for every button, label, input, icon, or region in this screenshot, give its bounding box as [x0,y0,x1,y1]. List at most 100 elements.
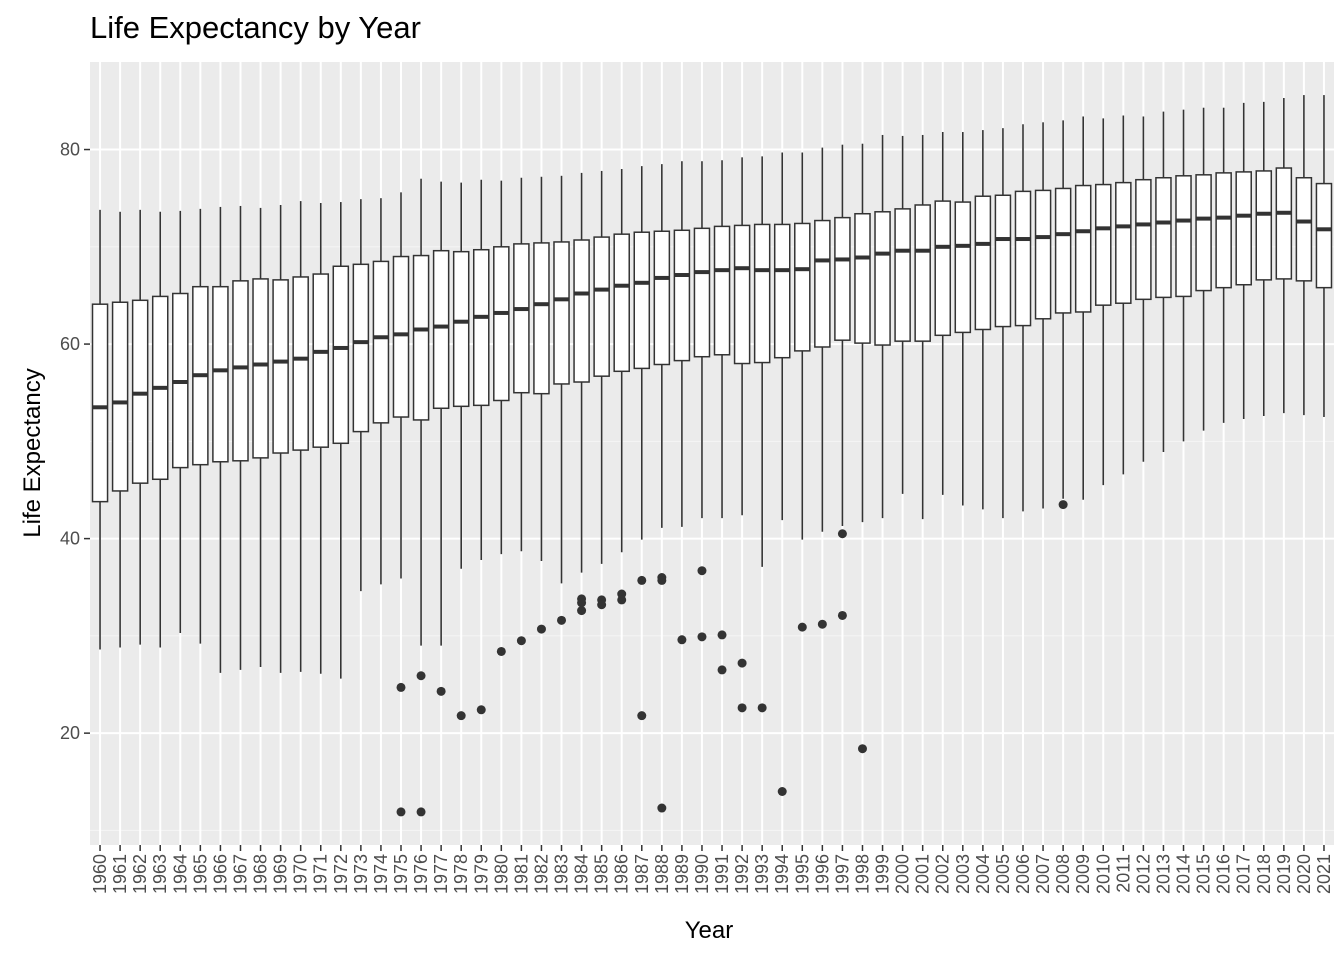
box-2021 [1315,95,1333,418]
box-body [432,249,450,410]
x-tick-label: 1961 [110,854,130,894]
box-body [794,222,811,352]
box-body [613,233,630,373]
box-body [272,279,289,454]
box-body [713,225,731,356]
outlier-point [496,646,506,656]
outlier-point [577,606,587,616]
box-2013 [1155,111,1172,453]
outlier-point [557,615,567,625]
x-tick-label: 1975 [391,854,411,894]
outlier-point [1058,500,1068,510]
box-2011 [1115,115,1132,475]
box-1973 [352,199,370,592]
x-tick-label: 2003 [953,854,973,894]
box-body [593,236,610,377]
box-body [1074,184,1092,313]
box-body [1155,176,1172,299]
box-body [693,227,711,358]
x-tick-label: 2008 [1053,854,1073,894]
x-tick-label: 1981 [511,854,531,894]
box-1979 [472,179,490,561]
x-tick-label: 2014 [1174,854,1194,894]
x-tick-label: 1993 [752,854,772,894]
box-body [1315,182,1333,289]
box-body [252,278,269,459]
box-body [1275,167,1293,280]
x-tick-label: 1998 [852,854,872,894]
box-body [894,208,911,342]
box-body [472,248,490,407]
box-1965 [192,208,209,644]
outliers [396,500,1068,817]
outlier-point [717,665,727,675]
box-1983 [553,175,570,584]
y-tick-label: 80 [60,140,80,160]
box-1987 [633,166,651,540]
box-1997 [834,144,851,526]
box-1990 [693,161,711,519]
x-axis: 1960 1961 1962 1963 1964 1965 1966 1967 1968 1969… [90,845,1334,894]
box-1961 [111,211,129,648]
box-1982 [533,176,550,561]
outlier-point [396,807,406,817]
x-tick-label: 2005 [993,854,1013,894]
box-body [954,201,972,334]
outlier-point [637,711,647,721]
x-tick-label: 1992 [732,854,752,894]
box-2003 [954,132,972,506]
outlier-point [436,686,446,696]
x-tick-label: 1983 [552,854,572,894]
box-body [232,280,249,462]
x-tick-label: 1994 [772,854,792,894]
outlier-point [797,622,807,632]
y-tick-label: 40 [60,529,80,549]
box-body [332,265,350,445]
x-tick-label: 2004 [973,854,993,894]
box-2012 [1135,116,1152,462]
box-1989 [673,161,691,527]
x-tick-label: 2007 [1033,854,1053,894]
box-1992 [733,157,751,516]
x-tick-label: 2016 [1214,854,1234,894]
x-tick-label: 2015 [1194,854,1214,894]
box-1963 [151,211,169,648]
outlier-point [617,595,627,605]
x-tick-label: 2017 [1234,854,1254,894]
box-body [1094,183,1112,306]
x-tick-label: 2012 [1133,854,1153,894]
box-2010 [1094,118,1112,486]
x-tick-label: 2001 [913,854,933,894]
x-tick-label: 2002 [933,854,953,894]
x-tick-label: 2000 [893,854,913,894]
x-tick-label: 2018 [1254,854,1274,894]
box-body [673,229,691,362]
box-2005 [994,128,1012,519]
box-body [1175,175,1192,298]
box-1994 [773,152,791,521]
x-tick-label: 1970 [291,854,311,894]
outlier-point [777,787,787,797]
x-tick-label: 1996 [812,854,832,894]
outlier-point [476,705,486,715]
x-tick-label: 1971 [311,854,331,894]
box-2004 [974,130,992,510]
box-1967 [232,205,249,670]
box-body [1215,172,1232,289]
x-tick-label: 1977 [431,854,451,894]
box-body [1054,187,1072,314]
y-tick-label: 20 [60,723,80,743]
outlier-point [717,630,727,640]
box-1986 [613,168,630,553]
box-1972 [332,202,350,679]
box-body [834,216,851,341]
box-1968 [252,207,269,668]
outlier-point [837,610,847,620]
x-tick-label: 1988 [652,854,672,894]
outlier-point [657,803,667,813]
box-body [814,219,831,348]
box-2014 [1175,109,1192,442]
box-1960 [91,209,109,650]
box-2019 [1275,97,1293,414]
